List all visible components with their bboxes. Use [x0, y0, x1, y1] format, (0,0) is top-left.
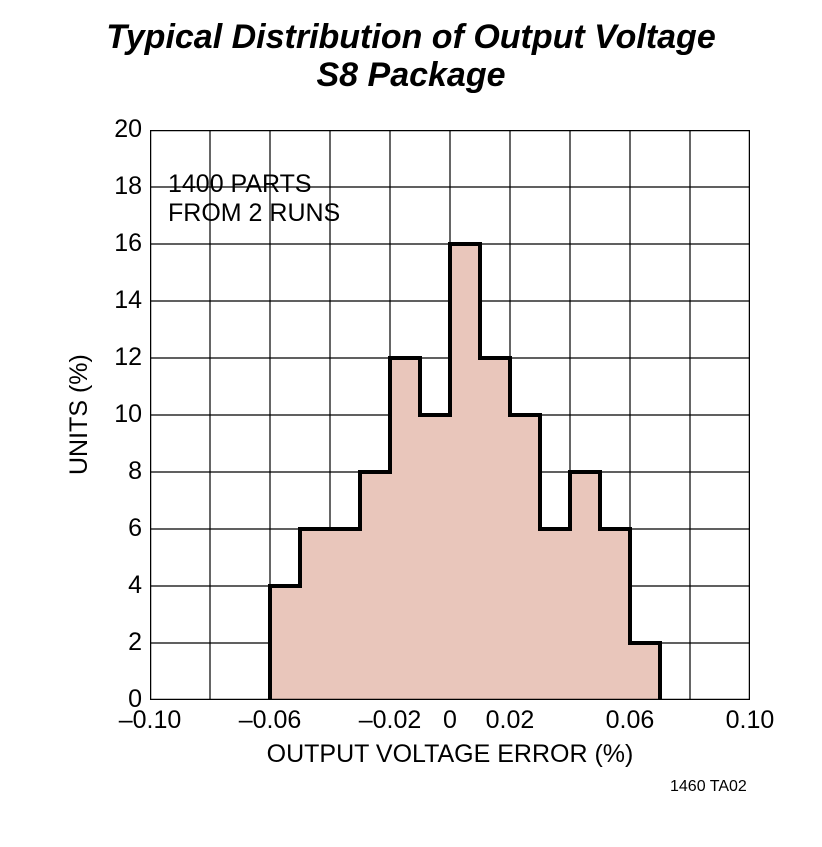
y-tick-label: 14: [114, 286, 142, 315]
chart-title-line2: S8 Package: [0, 56, 822, 94]
y-tick-label: 4: [128, 571, 142, 600]
y-tick-label: 2: [128, 628, 142, 657]
y-tick-label: 18: [114, 172, 142, 201]
x-tick-label: 0.02: [470, 706, 550, 735]
annotation-line2: FROM 2 RUNS: [168, 199, 340, 227]
sample-size-annotation: 1400 PARTS FROM 2 RUNS: [168, 170, 340, 228]
x-tick-label: –0.10: [110, 706, 190, 735]
y-tick-label: 8: [128, 457, 142, 486]
annotation-line1: 1400 PARTS: [168, 170, 312, 198]
x-tick-label: 0.10: [710, 706, 790, 735]
figure-container: { "chart": { "type": "histogram", "title…: [0, 0, 822, 847]
y-tick-label: 6: [128, 514, 142, 543]
x-tick-label: –0.06: [230, 706, 310, 735]
x-axis-label: OUTPUT VOLTAGE ERROR (%): [150, 740, 750, 769]
figure-id-footnote: 1460 TA02: [670, 778, 747, 796]
y-tick-label: 20: [114, 115, 142, 144]
y-tick-label: 10: [114, 400, 142, 429]
x-tick-label: 0.06: [590, 706, 670, 735]
y-tick-label: 12: [114, 343, 142, 372]
y-axis-label: UNITS (%): [65, 354, 94, 475]
y-tick-label: 16: [114, 229, 142, 258]
chart-title: Typical Distribution of Output Voltage S…: [0, 18, 822, 94]
chart-title-line1: Typical Distribution of Output Voltage: [0, 18, 822, 56]
